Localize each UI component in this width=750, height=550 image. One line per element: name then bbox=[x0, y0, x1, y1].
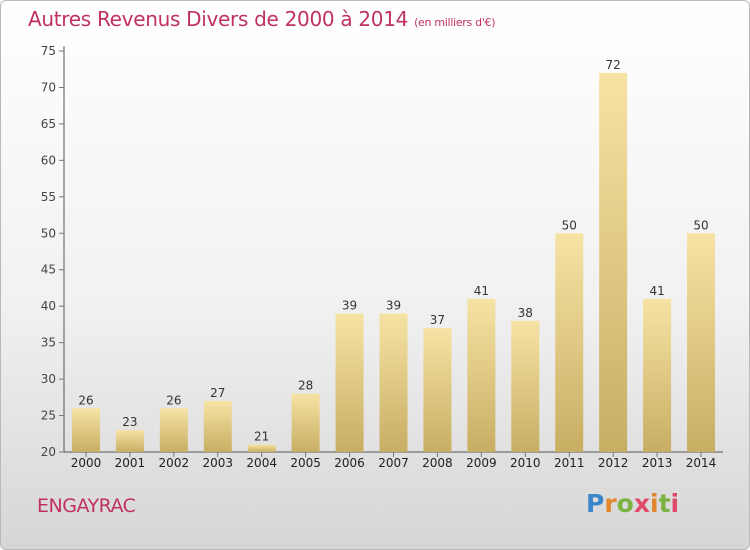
y-tick-label: 20 bbox=[41, 445, 56, 459]
bar-value-label: 21 bbox=[254, 430, 269, 444]
bar-value-label: 28 bbox=[298, 379, 313, 393]
x-tick-label: 2002 bbox=[159, 456, 190, 470]
x-tick-label: 2003 bbox=[202, 456, 233, 470]
y-tick-label: 35 bbox=[41, 336, 56, 350]
bar-value-label: 41 bbox=[649, 284, 664, 298]
x-tick-label: 2007 bbox=[378, 456, 409, 470]
chart-title-text: Autres Revenus Divers de 2000 à 2014 bbox=[28, 7, 409, 31]
y-tick-label: 60 bbox=[41, 153, 56, 167]
bar-value-label: 50 bbox=[693, 218, 708, 232]
brand-letter: P bbox=[586, 489, 605, 518]
bar-value-label: 41 bbox=[474, 284, 489, 298]
brand-letter: o bbox=[616, 489, 634, 518]
brand-letter: t bbox=[658, 489, 671, 518]
bar bbox=[511, 320, 540, 452]
bar bbox=[115, 430, 144, 452]
bar bbox=[555, 233, 584, 452]
x-tick-label: 2006 bbox=[334, 456, 365, 470]
x-tick-label: 2009 bbox=[466, 456, 497, 470]
location-label: ENGAYRAC bbox=[37, 495, 136, 517]
x-tick-label: 2001 bbox=[115, 456, 146, 470]
x-tick-label: 2011 bbox=[554, 456, 585, 470]
chart-labels: 2000 26 2001 23 2002 26 2003 27 2004 21 2005 28 2006… bbox=[71, 58, 717, 470]
y-tick-label: 45 bbox=[41, 263, 56, 277]
x-tick-label: 2014 bbox=[686, 456, 717, 470]
x-tick-label: 2004 bbox=[246, 456, 277, 470]
bar-value-label: 37 bbox=[430, 313, 445, 327]
chart-title: Autres Revenus Divers de 2000 à 2014 (en … bbox=[28, 7, 496, 31]
brand-letter: i bbox=[670, 489, 680, 518]
bar-value-label: 72 bbox=[606, 58, 621, 72]
bar bbox=[467, 298, 496, 452]
bar bbox=[335, 313, 364, 452]
chart-axes: 20 25 30 35 40 45 50 55 60 65 70 75 bbox=[41, 44, 723, 459]
y-tick-label: 70 bbox=[41, 80, 56, 94]
bar-value-label: 26 bbox=[166, 393, 181, 407]
x-tick-label: 2005 bbox=[290, 456, 321, 470]
bar bbox=[599, 72, 628, 452]
bar-value-label: 23 bbox=[122, 415, 137, 429]
bar bbox=[203, 400, 232, 452]
brand-letter: i bbox=[650, 489, 659, 518]
bar bbox=[291, 393, 320, 452]
y-tick-label: 50 bbox=[41, 226, 56, 240]
bar bbox=[687, 233, 716, 452]
y-tick-label: 30 bbox=[41, 372, 56, 386]
bar bbox=[159, 408, 188, 452]
y-tick-label: 65 bbox=[41, 117, 56, 131]
bar-value-label: 39 bbox=[386, 298, 401, 312]
bar bbox=[423, 328, 452, 452]
y-tick-label: 40 bbox=[41, 299, 56, 313]
chart-subtitle: (en milliers d'€) bbox=[414, 16, 496, 29]
x-tick-label: 2013 bbox=[642, 456, 673, 470]
bar bbox=[247, 444, 276, 452]
bar-value-label: 39 bbox=[342, 298, 357, 312]
chart-bars bbox=[71, 72, 716, 452]
x-tick-label: 2000 bbox=[71, 456, 102, 470]
x-tick-label: 2012 bbox=[598, 456, 629, 470]
bar bbox=[643, 298, 672, 452]
brand-letter: x bbox=[633, 489, 650, 518]
y-tick-label: 75 bbox=[41, 44, 56, 58]
x-tick-label: 2008 bbox=[422, 456, 453, 470]
bar bbox=[71, 408, 100, 452]
y-tick-label: 55 bbox=[41, 190, 56, 204]
bar-value-label: 26 bbox=[78, 393, 93, 407]
bar-value-label: 27 bbox=[210, 386, 225, 400]
x-tick-label: 2010 bbox=[510, 456, 541, 470]
bar-value-label: 50 bbox=[562, 218, 577, 232]
proxiti-logo: Proxiti bbox=[586, 489, 679, 518]
y-tick-label: 25 bbox=[41, 409, 56, 423]
bar-value-label: 38 bbox=[518, 306, 533, 320]
brand-letter: r bbox=[604, 489, 617, 518]
bar bbox=[379, 313, 408, 452]
